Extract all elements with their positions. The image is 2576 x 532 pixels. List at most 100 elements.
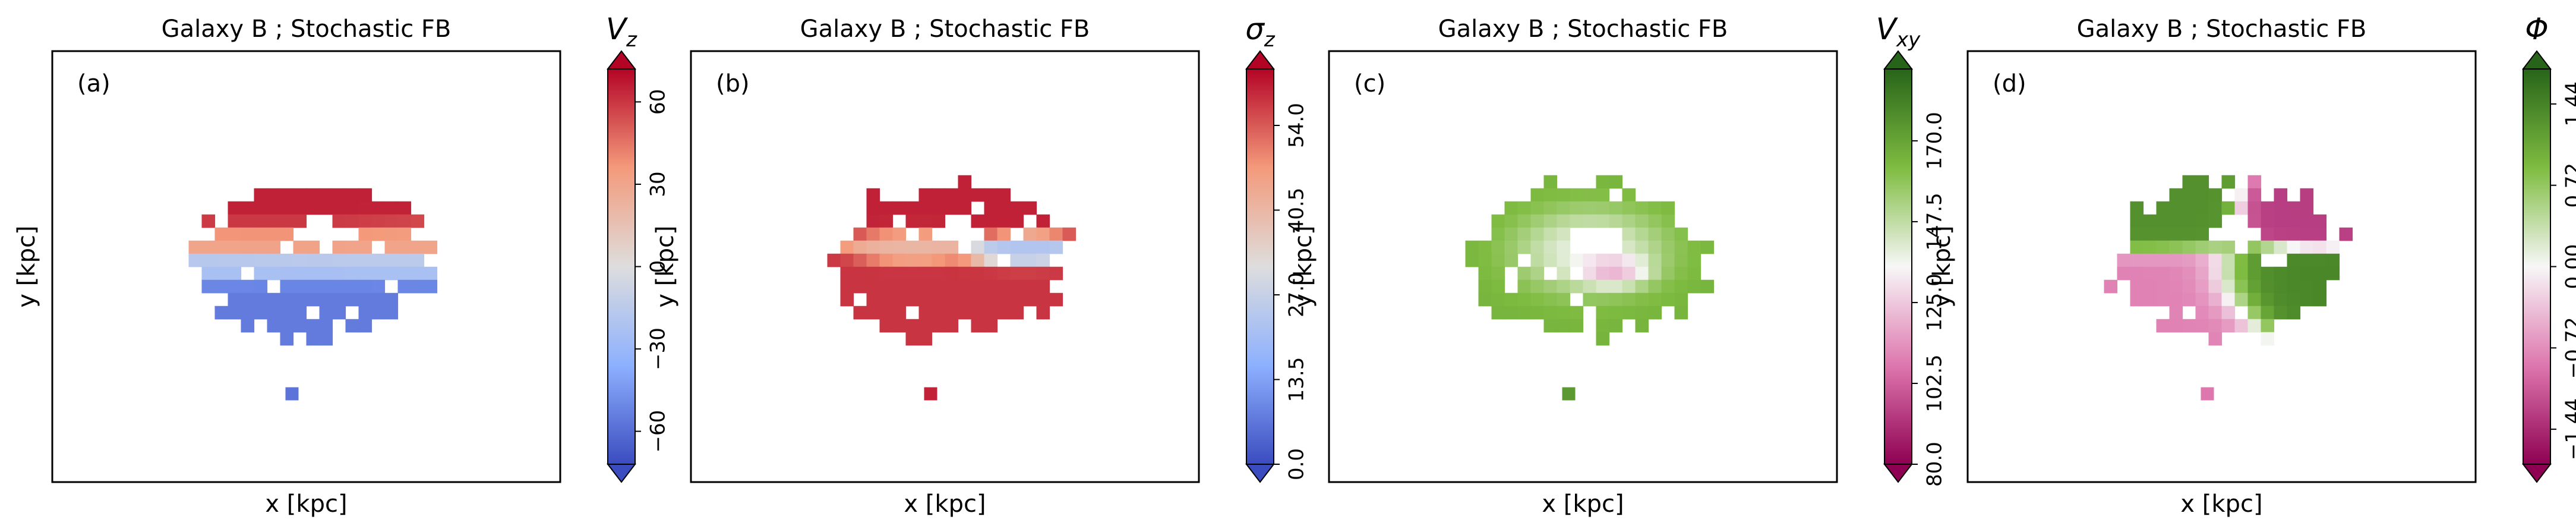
map-cell: [1583, 253, 1597, 267]
map-cell: [2287, 201, 2301, 215]
map-cell: [1648, 201, 1662, 215]
map-cell: [945, 253, 959, 267]
map-cell: [2274, 279, 2288, 294]
map-cell: [228, 201, 242, 215]
map-cell: [1687, 266, 1701, 281]
map-cell: [1661, 227, 1675, 241]
map-cell: [332, 214, 346, 228]
map-cell: [1700, 279, 1715, 294]
map-cell: [345, 201, 359, 215]
map-cell: [306, 201, 320, 215]
map-cell: [2208, 214, 2223, 228]
map-cell: [2274, 292, 2288, 307]
map-cell: [879, 201, 894, 215]
map-cell: [2195, 214, 2209, 228]
map-cell: [918, 253, 933, 267]
map-cell: [971, 266, 985, 281]
map-cell: [997, 227, 1011, 241]
map-cell: [306, 266, 320, 281]
map-cell: [1596, 266, 1610, 281]
map-cell: [384, 253, 399, 267]
colorbar-tick-label: 102.5: [1923, 354, 1947, 412]
map-cell: [1557, 319, 1571, 333]
axes-frame: [1966, 50, 2477, 483]
colorbar-tick-label: 40.5: [1285, 188, 1309, 233]
map-cell: [2313, 253, 2327, 267]
map-cell: [958, 188, 972, 202]
map-cell: [2208, 240, 2223, 254]
map-cell: [1010, 292, 1024, 307]
map-cell: [1622, 266, 1636, 281]
map-cell: [2234, 266, 2249, 281]
map-cell: [293, 306, 307, 320]
map-cell: [2221, 279, 2236, 294]
map-cell: [2130, 214, 2144, 228]
map-cell: [1036, 266, 1050, 281]
map-cell: [2261, 214, 2275, 228]
map-cell: [1596, 175, 1610, 189]
map-cell: [1517, 279, 1532, 294]
map-cell: [879, 279, 894, 294]
map-cell: [2247, 319, 2262, 333]
map-cell: [997, 306, 1011, 320]
map-cell: [2247, 306, 2262, 320]
map-cell: [2221, 240, 2236, 254]
map-cell: [280, 266, 294, 281]
map-cell: [280, 306, 294, 320]
map-cell: [1687, 279, 1701, 294]
map-cell: [214, 306, 229, 320]
map-cell: [358, 279, 372, 294]
map-cell: [332, 253, 346, 267]
map-cell: [1648, 227, 1662, 241]
map-cell: [241, 279, 255, 294]
map-cell: [2156, 319, 2170, 333]
map-cell: [2287, 214, 2301, 228]
map-cell: [1023, 292, 1037, 307]
map-cell: [2287, 266, 2301, 281]
map-cell: [2247, 253, 2262, 267]
map-cell: [971, 253, 985, 267]
map-cell: [280, 201, 294, 215]
colorbar-tick-label: 54.0: [1285, 103, 1309, 148]
map-cell: [306, 319, 320, 333]
panel-title: Galaxy B ; Stochastic FB: [1438, 15, 1728, 43]
map-cell: [2130, 292, 2144, 307]
panel-title: Galaxy B ; Stochastic FB: [800, 15, 1090, 43]
x-axis-label: x [kpc]: [904, 490, 986, 518]
map-cell: [267, 227, 281, 241]
x-axis-label: x [kpc]: [1542, 490, 1624, 518]
map-cell: [411, 253, 425, 267]
map-cell: [879, 227, 894, 241]
map-cell: [1517, 266, 1532, 281]
map-cell: [2247, 214, 2262, 228]
map-cell: [2201, 387, 2214, 401]
map-cell: [2208, 253, 2223, 267]
map-cell: [319, 319, 333, 333]
map-cell: [2156, 240, 2170, 254]
map-cell: [958, 279, 972, 294]
map-cell: [2300, 266, 2314, 281]
map-cell: [905, 201, 920, 215]
map-cell: [1023, 240, 1037, 254]
map-cell: [267, 253, 281, 267]
map-cell: [1609, 253, 1623, 267]
map-cell: [840, 279, 854, 294]
map-cell: [840, 253, 854, 267]
map-cell: [971, 214, 985, 228]
map-cell: [358, 201, 372, 215]
colorbar-tick-label: 147.5: [1923, 193, 1947, 250]
map-cell: [1648, 292, 1662, 307]
map-cell: [397, 266, 412, 281]
map-cell: [958, 253, 972, 267]
map-cell: [1557, 279, 1571, 294]
map-cell: [932, 279, 946, 294]
map-cell: [2169, 188, 2183, 202]
map-cell: [2169, 214, 2183, 228]
map-cell: [2221, 266, 2236, 281]
map-cell: [241, 214, 255, 228]
map-cell: [1504, 214, 1519, 228]
map-cell: [1036, 292, 1050, 307]
map-cell: [1504, 227, 1519, 241]
map-cell: [879, 253, 894, 267]
map-cell: [1609, 175, 1623, 189]
